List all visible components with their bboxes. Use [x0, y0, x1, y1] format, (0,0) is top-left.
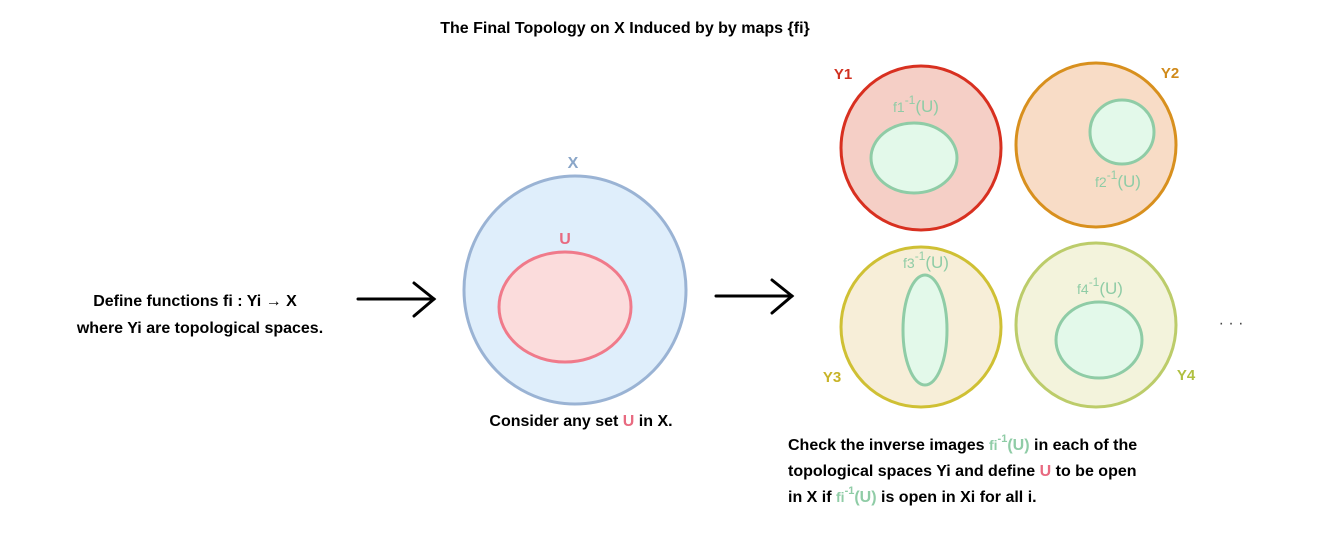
space-y4-label: Y4 — [1177, 367, 1196, 384]
left-text-line2: where Yi are topological spaces. — [76, 320, 323, 337]
preimage-f3-label: f3-1(U) — [903, 249, 949, 272]
space-y3-label: Y3 — [823, 369, 841, 386]
set-u-label: U — [559, 231, 571, 248]
space-y3: Y3 f3-1(U) — [823, 245, 1003, 409]
space-y1: Y1 f1-1(U) — [834, 64, 1003, 232]
set-x-label: X — [568, 155, 579, 172]
space-y4: Y4 f4-1(U) — [1014, 241, 1196, 409]
bottom-text-line2: topological spaces Yi and define U to be… — [788, 463, 1137, 480]
arrow-x-to-spaces — [714, 278, 795, 315]
arrow-left-to-x — [356, 281, 437, 318]
preimage-f4-label: f4-1(U) — [1077, 275, 1123, 298]
left-text-line1: Define functions fi : Yi → X — [93, 293, 297, 310]
more-spaces-ellipsis: · · · — [1219, 315, 1244, 332]
diagram-title: The Final Topology on X Induced by by ma… — [440, 20, 810, 37]
space-y2-label: Y2 — [1161, 65, 1179, 82]
bottom-text-line3: in X if fi-1(U) is open in Xi for all i. — [788, 485, 1037, 506]
set-u-ellipse — [497, 250, 633, 364]
center-caption: Consider any set U in X. — [489, 413, 672, 430]
space-y1-label: Y1 — [834, 66, 852, 83]
preimage-f2-label: f2-1(U) — [1095, 168, 1141, 191]
preimage-f1-label: f1-1(U) — [893, 93, 939, 116]
space-y2: Y2 f2-1(U) — [1014, 61, 1179, 229]
bottom-text-line1: Check the inverse images fi-1(U) in each… — [788, 433, 1137, 454]
